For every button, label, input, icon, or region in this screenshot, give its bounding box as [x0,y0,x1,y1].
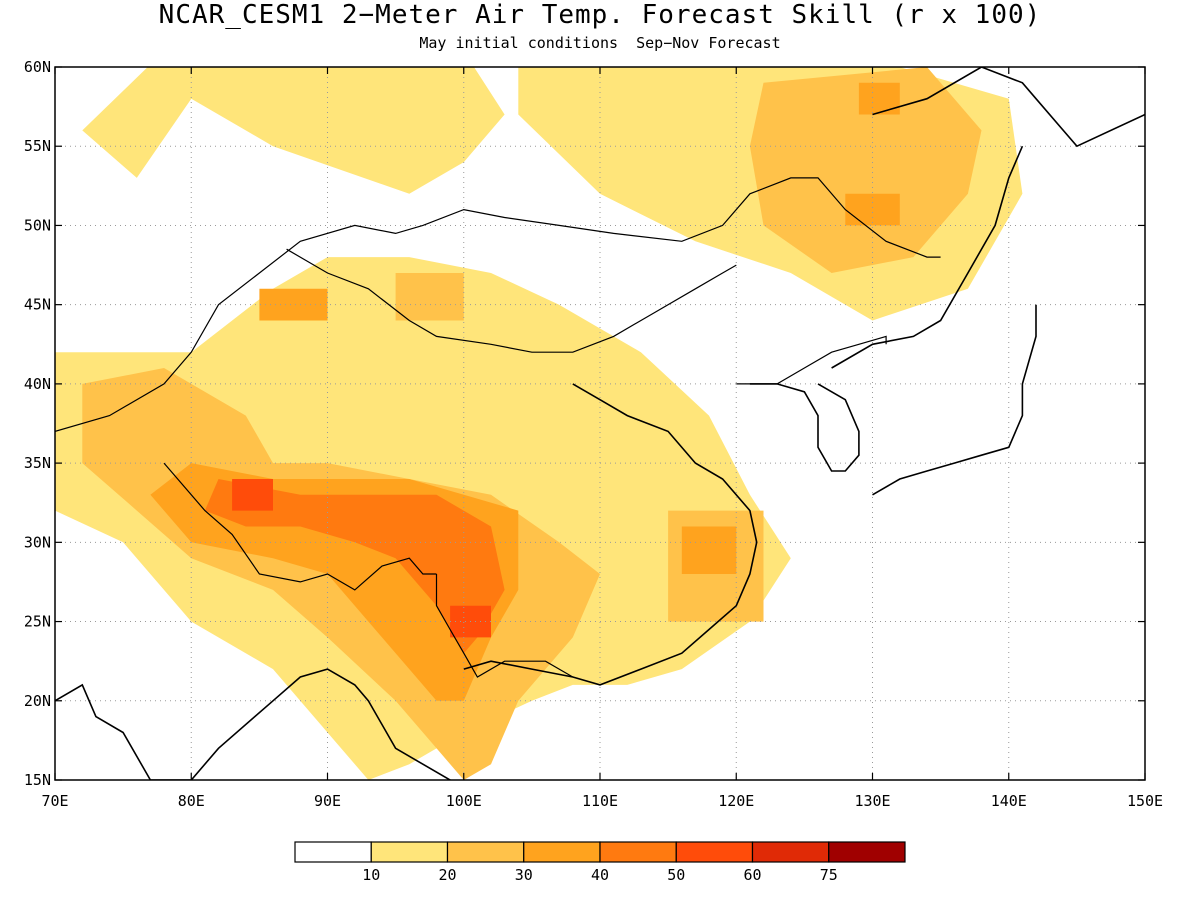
y-tick-label: 40N [24,375,51,393]
skill-region [395,273,464,321]
latitude-ticks: 15N 20N 25N 30N 35N 40N 45N 50N 55N 60N [24,58,1145,789]
country-border [736,335,887,385]
colorbar-label: 20 [438,866,456,884]
skill-shading-layer [55,67,1023,780]
colorbar-label: 30 [515,866,533,884]
colorbar: 10 20 30 40 50 60 75 [294,841,906,884]
y-tick-label: 60N [24,58,51,76]
map-title: NCAR_CESM1 2−Meter Air Temp. Forecast Sk… [158,0,1042,30]
colorbar-label: 40 [591,866,609,884]
colorbar-swatch [675,841,754,863]
skill-region [82,67,505,194]
skill-region [681,526,737,574]
country-border [286,248,737,353]
y-tick-label: 25N [24,613,51,631]
x-tick-label: 110E [582,792,618,810]
colorbar-swatch [599,841,677,863]
coastline [749,383,860,472]
longitude-ticks: 70E 80E 90E 100E 110E 120E 130E 140E 150E [41,67,1163,810]
coastline [831,145,1024,369]
colorbar-swatch [294,841,372,863]
colorbar-swatch [751,841,830,863]
x-tick-label: 70E [41,792,68,810]
colorbar-swatch [446,841,525,863]
coastline [872,67,1145,148]
x-tick-label: 140E [991,792,1027,810]
coastline [55,668,452,780]
colorbar-swatch [370,841,449,863]
country-border [55,177,941,432]
y-tick-label: 30N [24,533,51,551]
gridlines [55,67,1145,780]
skill-region [204,479,505,654]
x-tick-label: 150E [1127,792,1163,810]
colorbar-label: 50 [667,866,685,884]
country-border [163,462,437,591]
skill-region [232,479,273,511]
skill-region [858,82,900,115]
colorbar-label: 75 [820,866,838,884]
x-tick-label: 100E [446,792,482,810]
y-tick-label: 45N [24,296,51,314]
colorbar-swatch [828,841,906,863]
colorbar-swatch [523,841,601,863]
colorbar-label: 10 [362,866,380,884]
y-tick-label: 55N [24,137,51,155]
y-tick-label: 15N [24,771,51,789]
coastline-layer [55,67,1145,780]
country-border [435,574,574,678]
y-tick-label: 35N [24,454,51,472]
x-tick-label: 90E [314,792,341,810]
skill-region [845,193,900,226]
y-tick-label: 20N [24,692,51,710]
x-tick-label: 120E [718,792,754,810]
x-tick-label: 80E [178,792,205,810]
skill-region [749,67,982,273]
coastline [872,304,1037,496]
colorbar-label: 60 [743,866,761,884]
y-tick-label: 50N [24,216,51,234]
skill-region [259,288,328,321]
x-tick-label: 130E [854,792,890,810]
coastline [463,383,758,686]
map-subtitle: May initial conditions Sep−Nov Forecast [419,34,781,52]
